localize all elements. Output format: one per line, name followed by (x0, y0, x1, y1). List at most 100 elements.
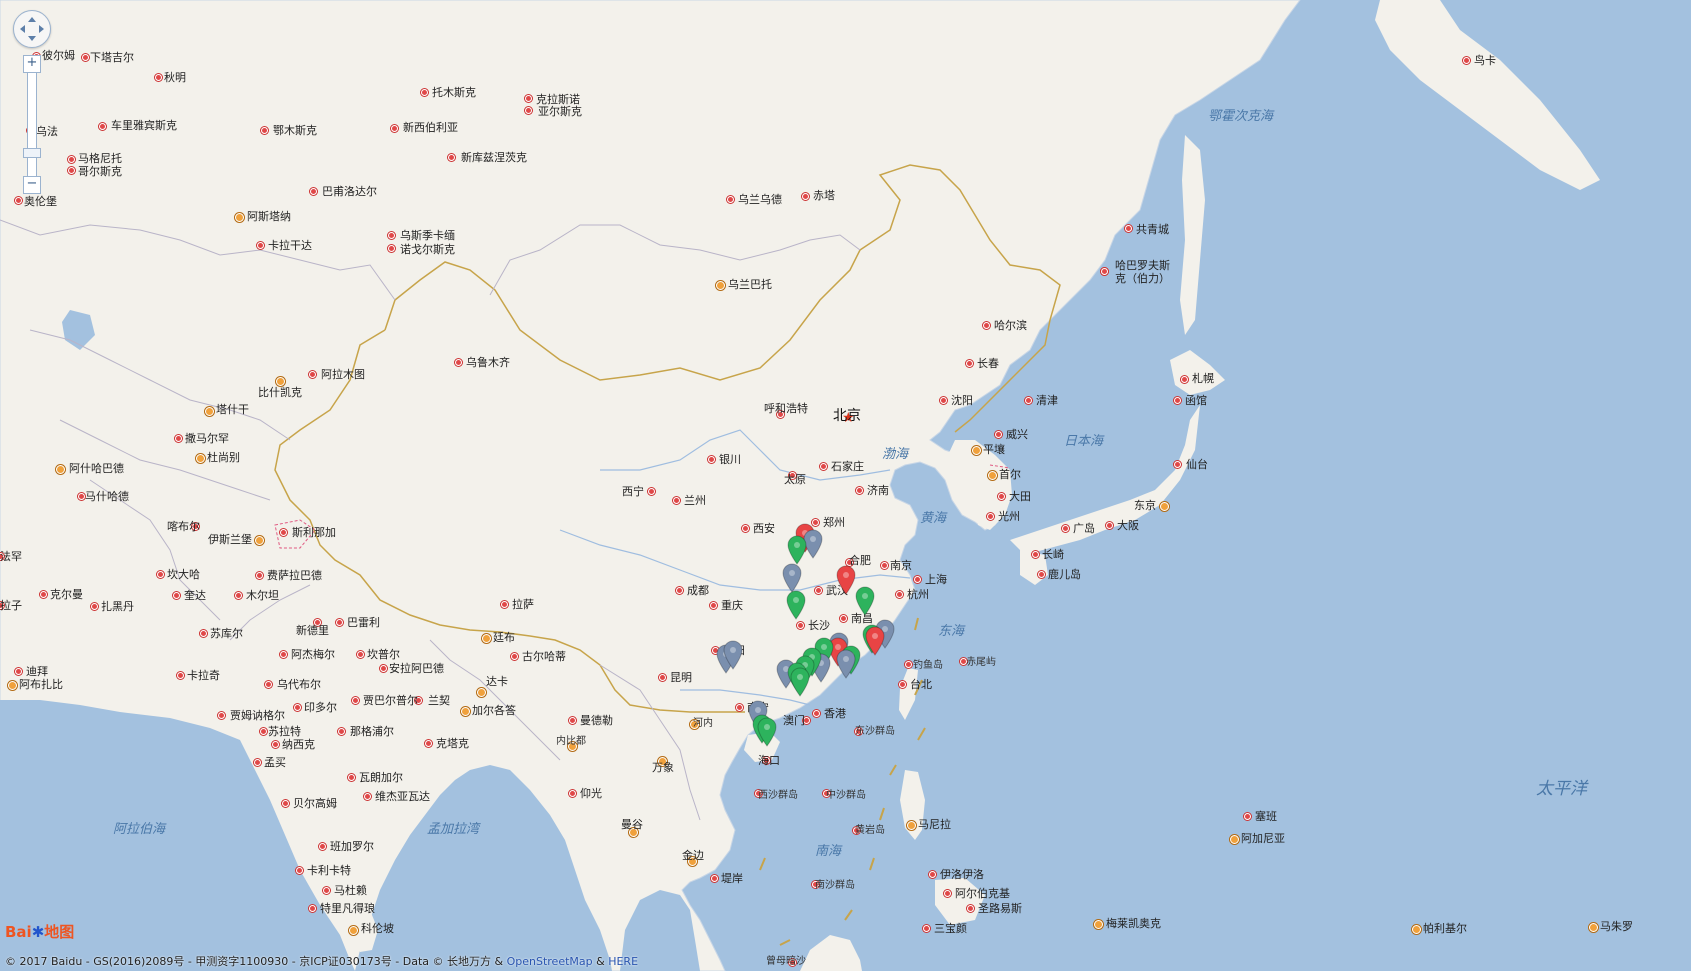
city-dot (314, 619, 321, 626)
city-dot (391, 125, 398, 132)
city-label: 克尔曼 (50, 588, 83, 601)
city-label: 新库兹涅茨克 (461, 151, 527, 164)
nine-dash-line (759, 617, 926, 946)
here-link[interactable]: HERE (608, 955, 639, 968)
map-pin-marker[interactable] (836, 649, 856, 679)
pin-icon (786, 590, 806, 620)
city-dot (175, 435, 182, 442)
zoom-slider-track[interactable] (27, 57, 37, 191)
baidu-logo[interactable]: Bai✱地图 (5, 921, 74, 942)
city-dot (205, 407, 214, 416)
city-label: 赤尾屿 (966, 657, 996, 668)
city-label: 哥尔斯克 (78, 165, 122, 178)
city-label: 杜尚别 (207, 451, 240, 464)
river-pearl (680, 689, 811, 706)
city-dot (899, 681, 906, 688)
zoom-slider-thumb[interactable] (23, 148, 41, 158)
city-label: 伊洛伊洛 (940, 868, 984, 881)
city-dot (813, 710, 820, 717)
city-dot (364, 793, 371, 800)
city-dot (907, 821, 916, 830)
city-label: 喀布尔 (167, 520, 200, 533)
city-label: 撒马尔罕 (185, 432, 229, 445)
city-label: 圣路易斯 (978, 902, 1022, 915)
city-label: 阿尔伯克基 (955, 887, 1010, 900)
city-label: 法罕 (0, 550, 22, 563)
city-dot (823, 790, 830, 797)
map-pin-marker[interactable] (836, 565, 856, 595)
baidu-logo-text: 地图 (44, 923, 75, 941)
map-pin-marker[interactable] (723, 640, 743, 670)
city-dot (983, 322, 990, 329)
zoom-out-button[interactable]: − (23, 176, 41, 194)
map-pin-marker[interactable] (757, 717, 777, 747)
map-pin-marker[interactable] (787, 535, 807, 565)
osm-link[interactable]: OpenStreetMap (506, 955, 593, 968)
kazakh-border (0, 219, 396, 301)
city-label: 仙台 (1186, 458, 1208, 471)
city-label: 廷布 (493, 631, 515, 644)
city-dot (280, 529, 287, 536)
city-dot (421, 89, 428, 96)
water-label: 孟加拉湾 (427, 822, 480, 837)
map-pin-marker[interactable] (790, 667, 810, 697)
city-dot (1106, 522, 1113, 529)
city-label: 秋明 (164, 71, 186, 84)
city-label: 下塔吉尔 (90, 51, 134, 64)
city-dot (1094, 920, 1103, 929)
map-pin-marker[interactable] (786, 590, 806, 620)
city-dot (319, 843, 326, 850)
city-label: 曾母暗沙 (766, 956, 806, 967)
city-dot (648, 488, 655, 495)
map-pin-marker[interactable] (782, 563, 802, 593)
city-dot (568, 742, 577, 751)
city-dot (736, 704, 743, 711)
city-label: 赤塔 (813, 189, 835, 202)
landmass-asia (0, 0, 1301, 971)
city-label: 上海 (925, 573, 947, 586)
india-border (229, 584, 701, 821)
city-dot (777, 411, 784, 418)
city-dot (235, 592, 242, 599)
city-dot (40, 591, 47, 598)
city-label: 新西伯利亚 (403, 121, 458, 134)
city-label: 鸟卡 (1474, 54, 1496, 67)
city-dot (82, 54, 89, 61)
city-label: 木尔坦 (246, 589, 279, 602)
pan-control[interactable] (13, 10, 53, 54)
map-pin-marker[interactable] (865, 626, 885, 656)
city-dot (797, 622, 804, 629)
city-dot (255, 536, 264, 545)
city-dot (659, 674, 666, 681)
korea (948, 440, 1012, 530)
river-yangtze (559, 529, 911, 591)
city-dot (690, 720, 699, 729)
map-pin-marker[interactable] (855, 586, 875, 616)
city-dot (448, 154, 455, 161)
city-dot (501, 601, 508, 608)
city-label: 西安 (753, 522, 775, 535)
zoom-in-button[interactable]: + (23, 55, 41, 73)
city-dot (296, 867, 303, 874)
city-label: 南昌 (851, 612, 873, 625)
city-dot (855, 728, 862, 735)
city-dot (763, 757, 770, 764)
city-label: 马朱罗 (1600, 920, 1633, 933)
city-dot (676, 587, 683, 594)
city-dot (272, 741, 279, 748)
map-pin-marker[interactable] (803, 529, 823, 559)
city-dot (1463, 57, 1470, 64)
city-dot (1589, 923, 1598, 932)
city-label: 香港 (824, 707, 846, 720)
city-dot (1025, 397, 1032, 404)
city-dot (455, 359, 462, 366)
disputed-border (274, 464, 1011, 549)
pan-control-circle[interactable] (13, 10, 51, 48)
city-label: 巴雷利 (347, 616, 380, 629)
city-dot (673, 497, 680, 504)
city-label: 海口 (758, 754, 780, 767)
city-dot (282, 800, 289, 807)
city-label: 光州 (998, 510, 1020, 523)
city-dot (789, 472, 796, 479)
